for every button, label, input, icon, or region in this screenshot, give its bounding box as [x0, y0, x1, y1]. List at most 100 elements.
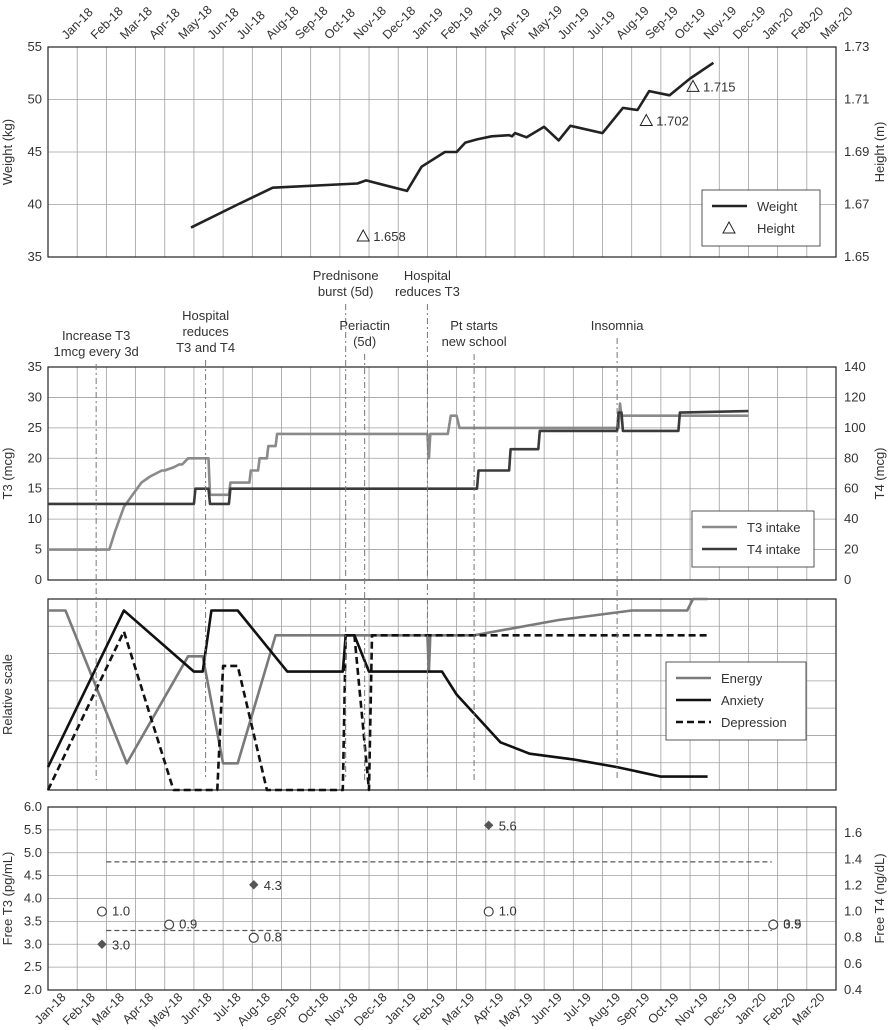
y-axis-label: Relative scale — [0, 654, 15, 735]
y2-tick-label: 1.6 — [844, 825, 862, 840]
free-t4-point — [96, 906, 108, 917]
symptoms-panel: Relative scale Energy Anxiety Depression — [0, 597, 837, 792]
legend-swatch — [722, 220, 736, 234]
free-t4-label: 0.9 — [179, 917, 197, 932]
plot-frame — [47, 598, 837, 791]
bottom-month-label: Mar-19 — [439, 990, 477, 1028]
y-tick-label: 25 — [28, 420, 42, 435]
y2-tick-label: 140 — [844, 359, 866, 374]
bottom-month-axis: Jan-18Feb-18Mar-18Apr-18May-18Jun-18Jul-… — [32, 990, 828, 1029]
y2-tick-label: 1.2 — [844, 877, 862, 892]
height-marker — [356, 228, 371, 242]
free-t3-point — [249, 880, 259, 890]
y2-tick-label: 1.73 — [844, 39, 869, 54]
free-t4-point — [768, 919, 779, 930]
series-line-t3-intake — [48, 402, 749, 551]
height-data-label: 1.715 — [703, 79, 736, 94]
plot-frame — [47, 46, 837, 258]
bottom-month-label: Sep-18 — [264, 990, 302, 1028]
y2-tick-label: 40 — [844, 511, 858, 526]
legend-label: Weight — [757, 199, 798, 214]
y2-tick-label: 0.8 — [844, 930, 862, 945]
free-t4-label: 1.0 — [499, 904, 517, 919]
y2-tick-label: 100 — [844, 420, 866, 435]
free-t4-label: 0.8 — [264, 930, 282, 945]
plot-frame — [47, 806, 837, 991]
legend-label: Depression — [721, 715, 787, 730]
legend-box — [701, 189, 821, 247]
free-t4-point — [248, 932, 259, 943]
annotation-prednisone: Prednisone — [313, 268, 379, 283]
y-tick-label: 5.5 — [24, 822, 42, 837]
height-marker — [686, 79, 700, 92]
gridlines — [48, 367, 836, 580]
legend: Energy Anxiety Depression — [665, 661, 807, 741]
annotation-insomnia: Insomnia — [591, 318, 645, 333]
y-tick-label: 55 — [28, 39, 42, 54]
annotation-hospital-reduces-t3: Hospital — [404, 268, 451, 283]
annotation-hospital-reduces-t3: reduces T3 — [395, 284, 460, 299]
y-tick-label: 30 — [28, 389, 42, 404]
legend-box — [691, 510, 815, 568]
free-t4-point — [483, 906, 494, 917]
y2-tick-label: 20 — [844, 542, 858, 557]
labs-panel: 2.0 2.5 3.0 3.5 4.0 4.5 5.0 5.5 6.0 0.4 0.6 0.8 1.0 1… — [0, 799, 887, 997]
annotation-periactin: (5d) — [353, 334, 376, 349]
annotation-new-school: Pt starts — [450, 318, 498, 333]
y-tick-label: 20 — [28, 450, 42, 465]
y-tick-label: 5 — [35, 542, 42, 557]
series-line-t4-intake — [48, 409, 749, 506]
free-t3-label: 5.6 — [499, 818, 517, 833]
series-line-weight — [190, 61, 715, 229]
annotation-periactin: Periactin — [339, 318, 390, 333]
y2-tick-label: 1.0 — [844, 904, 862, 919]
legend: T3 intake T4 intake — [691, 510, 815, 568]
annotation-hospital-reduces-t3-t4: T3 and T4 — [176, 340, 235, 355]
bottom-month-label: Sep-19 — [614, 990, 652, 1028]
annotation-t3-increase: 1mcg every 3d — [54, 344, 139, 359]
y-axis-label: Free T3 (pg/mL) — [0, 852, 15, 946]
bottom-month-label: Mar-20 — [790, 990, 828, 1028]
legend-label: T3 intake — [747, 520, 800, 535]
legend-label: Energy — [721, 671, 763, 686]
y-tick-label: 3.5 — [24, 913, 42, 928]
y-tick-label: 4.0 — [24, 891, 42, 906]
y-tick-label: 10 — [28, 511, 42, 526]
y2-tick-label: 1.4 — [844, 851, 862, 866]
y2-tick-label: 1.69 — [844, 144, 869, 159]
free-t3-label: 3.0 — [112, 937, 130, 952]
y2-axis-label: T4 (mcg) — [872, 448, 887, 500]
y-tick-label: 3.0 — [24, 936, 42, 951]
bottom-month-label: Mar-18 — [89, 990, 127, 1028]
annotation-t3-increase: Increase T3 — [62, 328, 130, 343]
annotation-new-school: new school — [442, 334, 507, 349]
y-tick-label: 40 — [28, 197, 42, 212]
annotation-prednisone: burst (5d) — [318, 284, 374, 299]
y-tick-label: 2.0 — [24, 982, 42, 997]
bottom-month-label: Dec-18 — [351, 990, 389, 1028]
top-month-label: Mar-20 — [818, 4, 856, 42]
bottom-month-label: Jun-19 — [528, 990, 565, 1027]
y2-tick-label: 0 — [844, 572, 851, 587]
y-tick-label: 4.5 — [24, 868, 42, 883]
y2-tick-label: 80 — [844, 450, 858, 465]
free-t3-label: 4.3 — [264, 878, 282, 893]
y2-tick-label: 1.71 — [844, 92, 869, 107]
y-tick-label: 6.0 — [24, 799, 42, 814]
y2-tick-label: 1.65 — [844, 249, 869, 264]
medication-panel: 0 5 10 15 20 25 30 35 0 20 40 60 80 100 120 140 T3 (mcg)… — [0, 359, 887, 587]
y-tick-label: 0 — [35, 572, 42, 587]
free-t4-label: 1.0 — [112, 904, 130, 919]
free-t3-point — [483, 820, 494, 831]
top-month-axis: Jan-18Feb-18Mar-18Apr-18May-18Jun-18Jul-… — [59, 3, 856, 42]
free-t4-point — [164, 919, 175, 930]
y-tick-label: 50 — [28, 92, 42, 107]
y-tick-label: 2.5 — [24, 959, 42, 974]
legend-label: T4 intake — [747, 542, 800, 557]
free-t3-label: 3.5 — [783, 917, 801, 932]
annotation-hospital-reduces-t3-t4: reduces — [182, 324, 229, 339]
growth-panel: 35 40 45 50 55 1.65 1.67 1.69 1.71 1.73 Weight (kg… — [0, 39, 887, 264]
y2-tick-label: 1.67 — [844, 197, 869, 212]
y2-axis-label: Height (m) — [872, 122, 887, 183]
